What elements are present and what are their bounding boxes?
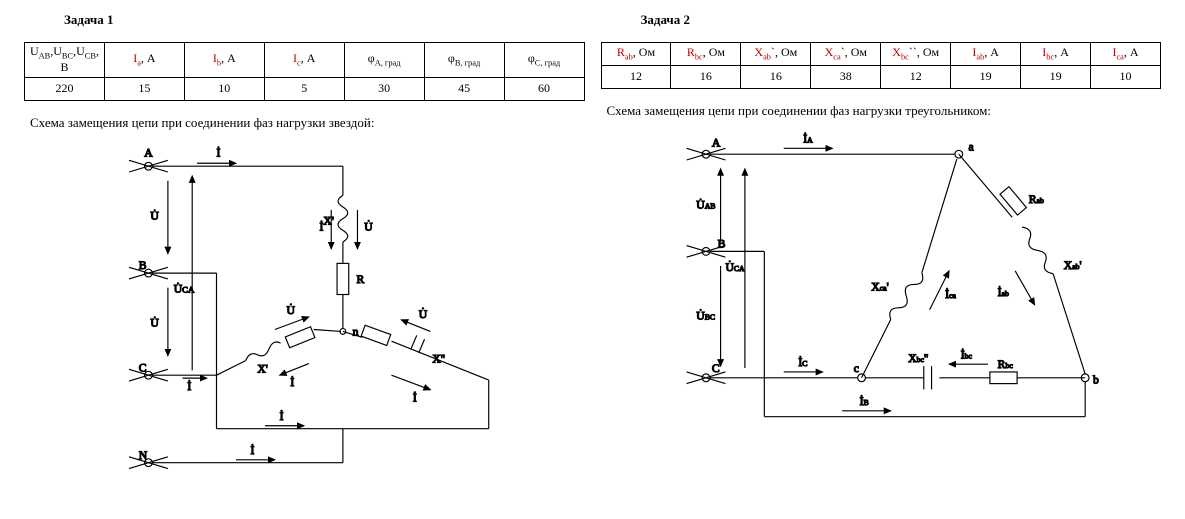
svg-text:İ: İ xyxy=(320,219,324,233)
problem-1-caption: Схема замещения цепи при соединении фаз … xyxy=(30,115,585,131)
svg-text:U̇: U̇ xyxy=(287,303,296,317)
svg-text:U̇AB: U̇AB xyxy=(696,197,715,211)
svg-text:c: c xyxy=(854,362,859,375)
svg-text:Rbc: Rbc xyxy=(997,358,1013,371)
problem-2-column: Задача 2 Rab, Ом Rbc, Ом Xab`, Ом Xca`, … xyxy=(593,8,1170,511)
problem-2-caption: Схема замещения цепи при соединении фаз … xyxy=(607,103,1162,119)
cell: 16 xyxy=(671,66,741,89)
svg-text:Xab': Xab' xyxy=(1064,259,1082,272)
svg-text:C: C xyxy=(139,361,147,374)
table-row: 12 16 16 38 12 19 19 10 xyxy=(601,66,1161,89)
svg-text:İ: İ xyxy=(280,409,284,423)
star-svg: A İ X' R n U̇ xyxy=(69,137,539,487)
col-header: UAB,UBC,UCB,В xyxy=(25,43,105,78)
col-header: Ica, А xyxy=(1091,43,1161,66)
delta-svg: A İA a B b xyxy=(626,125,1136,475)
problem-1-title: Задача 1 xyxy=(64,12,585,28)
col-header: Ia, А xyxy=(104,43,184,78)
col-header: Iab, А xyxy=(951,43,1021,66)
svg-text:U̇: U̇ xyxy=(151,315,160,329)
table-header-row: Rab, Ом Rbc, Ом Xab`, Ом Xca`, Ом Xbc``,… xyxy=(601,43,1161,66)
svg-text:U̇BC: U̇BC xyxy=(696,308,715,322)
svg-text:İC: İC xyxy=(798,355,807,369)
cell: 12 xyxy=(601,66,671,89)
svg-text:Xca': Xca' xyxy=(871,280,888,293)
cell: 19 xyxy=(951,66,1021,89)
svg-text:a: a xyxy=(968,140,974,153)
problem-2-table: Rab, Ом Rbc, Ом Xab`, Ом Xca`, Ом Xbc``,… xyxy=(601,42,1162,89)
col-header: Xca`, Ом xyxy=(811,43,881,66)
svg-text:C: C xyxy=(712,362,720,375)
col-header: Rab, Ом xyxy=(601,43,671,66)
col-header: Ib, А xyxy=(184,43,264,78)
svg-text:İ: İ xyxy=(291,375,295,389)
svg-text:İbc: İbc xyxy=(960,347,972,361)
col-header: Xbc``, Ом xyxy=(881,43,951,66)
svg-text:U̇: U̇ xyxy=(151,208,160,222)
cell: 19 xyxy=(1021,66,1091,89)
col-header: Rbc, Ом xyxy=(671,43,741,66)
svg-text:İ: İ xyxy=(251,443,255,457)
cell: 16 xyxy=(741,66,811,89)
table-row: 220 15 10 5 30 45 60 xyxy=(25,77,585,100)
cell: 10 xyxy=(1091,66,1161,89)
svg-text:A: A xyxy=(712,136,721,149)
svg-text:Rab: Rab xyxy=(1029,193,1044,206)
svg-text:İ: İ xyxy=(188,379,192,393)
table-header-row: UAB,UBC,UCB,В Ia, А Ib, А Ic, А φA, град… xyxy=(25,43,585,78)
col-header: Xab`, Ом xyxy=(741,43,811,66)
cell: 38 xyxy=(811,66,881,89)
col-header: Ic, А xyxy=(264,43,344,78)
svg-text:U̇CA: U̇CA xyxy=(725,260,745,274)
cell: 220 xyxy=(25,77,105,100)
cell: 60 xyxy=(504,77,584,100)
svg-text:İA: İA xyxy=(803,132,813,146)
svg-text:İ: İ xyxy=(217,145,221,159)
problem-2-title: Задача 2 xyxy=(641,12,1162,28)
svg-text:b: b xyxy=(1093,374,1099,387)
col-header: φB, град xyxy=(424,43,504,78)
cell: 45 xyxy=(424,77,504,100)
svg-text:B: B xyxy=(717,238,725,251)
col-header: Ibc, А xyxy=(1021,43,1091,66)
delta-circuit-diagram: A İA a B b xyxy=(601,125,1162,511)
svg-text:A: A xyxy=(144,146,153,159)
cell: 15 xyxy=(104,77,184,100)
cell: 5 xyxy=(264,77,344,100)
cell: 30 xyxy=(344,77,424,100)
problem-1-column: Задача 1 UAB,UBC,UCB,В Ia, А Ib, А Ic, А… xyxy=(16,8,593,511)
svg-text:İB: İB xyxy=(859,394,868,408)
svg-text:B: B xyxy=(139,259,147,272)
svg-text:U̇: U̇ xyxy=(365,219,374,233)
svg-text:X': X' xyxy=(258,362,269,375)
svg-text:İ: İ xyxy=(413,390,417,404)
star-circuit-diagram: A İ X' R n U̇ xyxy=(24,137,585,511)
svg-text:N: N xyxy=(139,449,148,462)
svg-text:R: R xyxy=(357,273,365,286)
svg-text:Xbc'': Xbc'' xyxy=(908,352,928,365)
col-header: φA, град xyxy=(344,43,424,78)
svg-text:İab: İab xyxy=(997,285,1008,299)
svg-text:U̇: U̇ xyxy=(419,306,428,320)
cell: 12 xyxy=(881,66,951,89)
problem-1-table: UAB,UBC,UCB,В Ia, А Ib, А Ic, А φA, град… xyxy=(24,42,585,101)
svg-text:X': X' xyxy=(324,214,335,227)
svg-text:İca: İca xyxy=(945,287,956,301)
svg-text:X'': X'' xyxy=(433,352,446,365)
cell: 10 xyxy=(184,77,264,100)
col-header: φC, град xyxy=(504,43,584,78)
